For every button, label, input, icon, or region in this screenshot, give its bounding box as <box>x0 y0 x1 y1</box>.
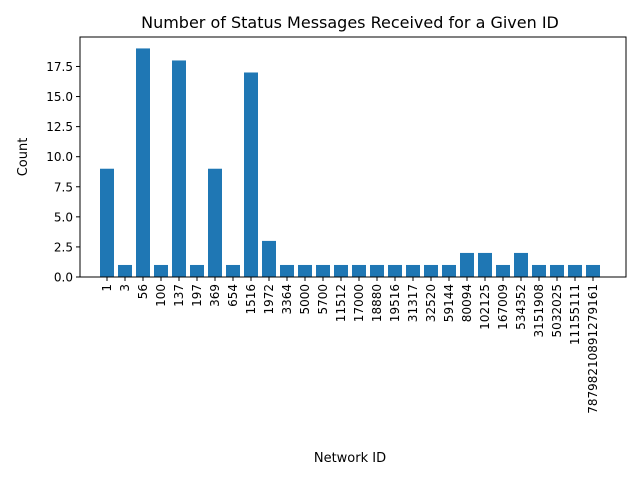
bar-1516 <box>244 72 258 277</box>
bar-59144 <box>442 264 456 277</box>
bar-654 <box>226 264 240 277</box>
plot-frame <box>79 36 627 278</box>
x-tick-label: 197 <box>190 284 204 307</box>
x-tick-label: 102125 <box>478 284 492 330</box>
bar-137 <box>172 60 186 277</box>
x-tick-label: 17000 <box>352 284 366 322</box>
x-tick-label: 100 <box>154 284 168 307</box>
bar-17000 <box>352 264 366 277</box>
bar-80094 <box>460 252 474 277</box>
y-tick-label: 7.5 <box>54 180 73 194</box>
x-tick-label: 369 <box>208 284 222 307</box>
x-tick-label: 1 <box>100 284 114 292</box>
x-tick-label: 5032025 <box>550 284 564 337</box>
x-tick-label: 78798210891279161 <box>586 284 600 414</box>
y-tick-label: 0.0 <box>54 271 73 285</box>
bar-31317 <box>406 264 420 277</box>
bar-56 <box>136 48 150 277</box>
x-tick-label: 59144 <box>442 284 456 322</box>
x-tick-label: 1516 <box>244 284 258 315</box>
chart-title: Number of Status Messages Received for a… <box>141 13 559 32</box>
bar-534352 <box>514 252 528 277</box>
y-axis: 0.0 2.5 5.0 7.5 10.0 12.5 15.0 17.5 <box>46 60 80 285</box>
bar-3151908 <box>532 264 546 277</box>
x-tick-label: 18880 <box>370 284 384 322</box>
x-tick-label: 5700 <box>316 284 330 315</box>
bar-3364 <box>280 264 294 277</box>
y-tick-label: 5.0 <box>54 210 73 224</box>
x-tick-label: 654 <box>226 284 240 307</box>
bar-100 <box>154 264 168 277</box>
bar-197 <box>190 264 204 277</box>
x-tick-label: 3151908 <box>532 284 546 337</box>
bar-5032025 <box>550 264 564 277</box>
y-tick-label: 10.0 <box>46 150 73 164</box>
bar-1 <box>100 168 114 277</box>
x-tick-label: 56 <box>136 284 150 299</box>
x-tick-label: 19516 <box>388 284 402 322</box>
bar-19516 <box>388 264 402 277</box>
bar-5000 <box>298 264 312 277</box>
bar-3 <box>118 264 132 277</box>
y-tick-label: 2.5 <box>54 240 73 254</box>
bar-167009 <box>496 264 510 277</box>
x-tick-label: 11512 <box>334 284 348 322</box>
bar-18880 <box>370 264 384 277</box>
x-axis: 1 3 56 100 137 197 369 654 1516 1972 3364 5000 5700 1… <box>100 277 600 414</box>
y-axis-label: Count <box>16 138 31 177</box>
bar-5700 <box>316 264 330 277</box>
bar-102125 <box>478 252 492 277</box>
bar-11512 <box>334 264 348 277</box>
bars-group <box>100 48 600 277</box>
x-tick-label: 32520 <box>424 284 438 322</box>
bar-369 <box>208 168 222 277</box>
x-tick-label: 5000 <box>298 284 312 315</box>
y-tick-label: 17.5 <box>46 60 73 74</box>
x-tick-label: 11155111 <box>568 284 582 345</box>
y-tick-label: 12.5 <box>46 120 73 134</box>
x-tick-label: 3 <box>118 284 132 292</box>
bar-32520 <box>424 264 438 277</box>
x-tick-label: 137 <box>172 284 186 307</box>
x-tick-label: 80094 <box>460 284 474 322</box>
x-tick-label: 1972 <box>262 284 276 315</box>
x-tick-label: 31317 <box>406 284 420 322</box>
x-tick-label: 534352 <box>514 284 528 330</box>
bar-11155111 <box>568 264 582 277</box>
y-tick-label: 15.0 <box>46 90 73 104</box>
bar-78798210891279161 <box>586 264 600 277</box>
x-axis-label: Network ID <box>314 451 386 466</box>
bar-1972 <box>262 240 276 277</box>
x-tick-label: 167009 <box>496 284 510 330</box>
x-tick-label: 3364 <box>280 284 294 315</box>
